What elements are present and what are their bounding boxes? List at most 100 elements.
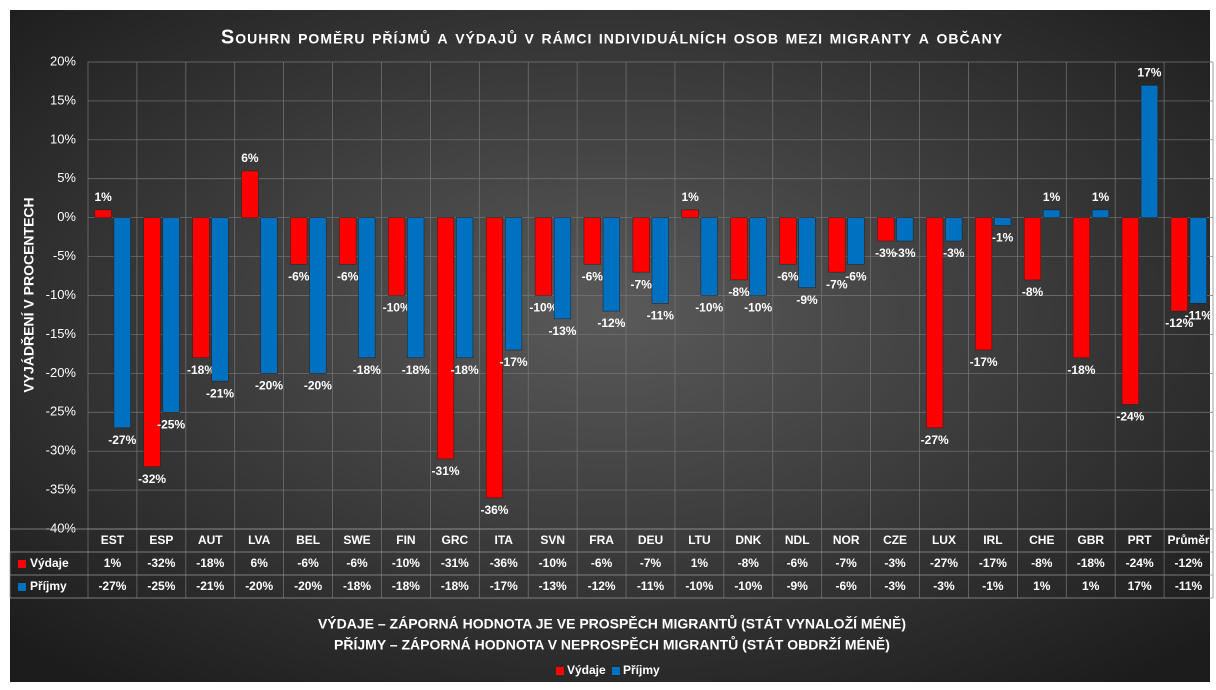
table-header: Průměr: [1168, 533, 1210, 547]
data-label: -8%: [728, 285, 750, 299]
table-cell: -32%: [147, 556, 175, 570]
data-label: -9%: [796, 293, 818, 307]
data-label: -25%: [157, 417, 185, 431]
table-cell: -21%: [196, 579, 224, 593]
bar: [651, 217, 669, 304]
data-label: -6%: [845, 270, 867, 284]
data-label: -24%: [1116, 410, 1144, 424]
y-axis-label: VYJÁDŘENÍ V PROCENTECH: [20, 197, 37, 392]
bar: [730, 217, 748, 281]
table-cell: 1%: [1033, 579, 1051, 593]
table-header: AUT: [198, 533, 223, 547]
legend-swatch: [556, 667, 564, 675]
bar: [583, 217, 601, 265]
bar: [339, 217, 357, 265]
table-cell: -11%: [1175, 579, 1203, 593]
table-cell: -12%: [588, 579, 616, 593]
y-tick-label: 15%: [50, 92, 76, 107]
table-cell: -10%: [734, 579, 762, 593]
data-label: 1%: [681, 190, 699, 204]
table-header: LVA: [248, 533, 271, 547]
bar: [456, 217, 474, 359]
bar: [162, 217, 180, 413]
data-label: -7%: [826, 277, 848, 291]
table-cell: -27%: [98, 579, 126, 593]
annotation: VÝDAJE – ZÁPORNÁ HODNOTA JE VE PROSPĚCH …: [318, 614, 906, 632]
table-header: ITA: [495, 533, 514, 547]
table-cell: -18%: [196, 556, 224, 570]
table-cell: -3%: [884, 579, 906, 593]
annotation: PŘÍJMY – ZÁPORNÁ HODNOTA V NEPROSPĚCH MI…: [334, 635, 890, 653]
legend-swatch: [612, 667, 620, 675]
bar: [388, 217, 406, 296]
table-header: FRA: [589, 533, 614, 547]
bar: [945, 217, 963, 242]
table-cell: 6%: [251, 556, 269, 570]
y-tick-label: -25%: [46, 404, 77, 419]
table-cell: -11%: [637, 579, 665, 593]
bar: [602, 217, 620, 312]
legend-label: Příjmy: [623, 663, 660, 677]
table-cell: -3%: [933, 579, 955, 593]
y-tick-label: -5%: [53, 248, 77, 263]
data-label: -10%: [529, 301, 557, 315]
data-label: 1%: [1092, 190, 1110, 204]
data-label: -3%: [894, 246, 916, 260]
table-header: BEL: [296, 533, 320, 547]
data-label: -36%: [480, 503, 508, 517]
data-label: -3%: [943, 246, 965, 260]
data-label: 17%: [1137, 66, 1161, 80]
data-label: -6%: [582, 270, 604, 284]
table-cell: -9%: [787, 579, 809, 593]
data-label: -13%: [548, 324, 576, 338]
bar: [994, 217, 1012, 226]
data-label: -18%: [451, 363, 479, 377]
bar: [1072, 217, 1090, 359]
table-cell: -10%: [539, 556, 567, 570]
table-header: EST: [101, 533, 125, 547]
table-cell: -18%: [343, 579, 371, 593]
table-cell: -18%: [392, 579, 420, 593]
table-header: CZE: [883, 533, 907, 547]
table-header: GBR: [1077, 533, 1104, 547]
table-cell: -10%: [392, 556, 420, 570]
bar: [211, 217, 229, 382]
data-label: -17%: [970, 355, 998, 369]
table-header: IRL: [983, 533, 1002, 547]
table-header: SVN: [540, 533, 565, 547]
table-cell: -6%: [835, 579, 857, 593]
table-cell: -12%: [1175, 556, 1203, 570]
table-cell: -24%: [1126, 556, 1154, 570]
bar: [504, 217, 523, 351]
bar: [485, 217, 504, 499]
y-tick-label: -10%: [46, 287, 77, 302]
bar: [260, 217, 278, 374]
table-header: DEU: [638, 533, 663, 547]
bar: [926, 217, 944, 429]
bar: [290, 217, 308, 265]
table-cell: -3%: [884, 556, 906, 570]
legend-swatch: [18, 583, 26, 591]
table-cell: -18%: [441, 579, 469, 593]
bar: [1091, 209, 1110, 218]
table-header: FIN: [396, 533, 415, 547]
bar: [192, 217, 210, 359]
table-cell: -6%: [591, 556, 613, 570]
data-label: -18%: [353, 363, 381, 377]
data-label: -10%: [383, 301, 411, 315]
bar: [143, 217, 161, 467]
bar: [407, 217, 425, 359]
data-label: -6%: [337, 270, 359, 284]
y-tick-label: 5%: [57, 170, 76, 185]
bar: [94, 209, 112, 218]
data-label: -17%: [500, 355, 528, 369]
legend-swatch: [18, 560, 26, 568]
table-cell: -17%: [979, 556, 1007, 570]
y-tick-label: -35%: [46, 482, 77, 497]
table-row-label: Výdaje: [30, 556, 69, 570]
data-label: -18%: [1067, 363, 1095, 377]
data-label: -12%: [1165, 316, 1193, 330]
table-cell: -6%: [787, 556, 809, 570]
table-header: NOR: [833, 533, 860, 547]
